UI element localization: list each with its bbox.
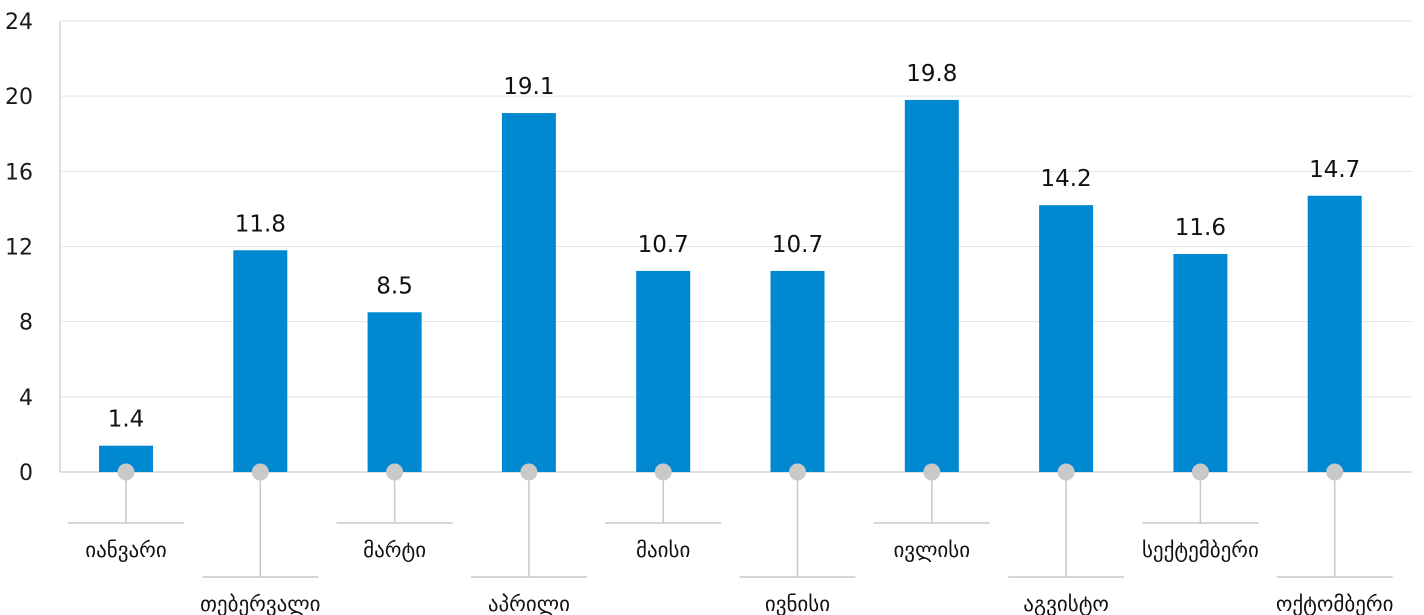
axis-marker (520, 463, 538, 481)
data-label: 19.1 (503, 74, 554, 100)
category-label: ოქტომბერი (1276, 592, 1394, 615)
y-tick-label: 8 (19, 311, 33, 336)
category-label: მაისი (636, 538, 690, 562)
category-label: მარტი (363, 538, 426, 562)
bar (904, 99, 959, 473)
y-tick-label: 20 (5, 85, 33, 110)
axis-marker (654, 463, 672, 481)
bar (1307, 195, 1362, 472)
category-leaders (68, 463, 1393, 578)
labels: 1.4 იანვარი 11.8 თებერვალი 8.5 მარტი 19.1 აპრილ… (85, 61, 1393, 615)
category-label: ივლისი (893, 538, 970, 562)
axis-marker (923, 463, 941, 481)
axis-marker (1057, 463, 1075, 481)
data-label: 11.6 (1175, 215, 1226, 241)
data-label: 19.8 (906, 61, 957, 87)
y-tick-label: 12 (5, 236, 33, 261)
data-label: 10.7 (638, 232, 689, 258)
data-label: 1.4 (108, 407, 145, 433)
category-label: აპრილი (488, 592, 570, 615)
bar (1173, 254, 1228, 472)
axis-marker (1191, 463, 1209, 481)
data-label: 11.8 (235, 211, 286, 237)
axis-marker (789, 463, 806, 481)
category-label: სექტემბერი (1142, 538, 1259, 562)
bar (501, 113, 556, 473)
data-label: 8.5 (376, 273, 413, 299)
data-label: 14.7 (1309, 157, 1360, 183)
category-label: ივნისი (765, 592, 830, 615)
bar (233, 250, 288, 472)
category-label: თებერვალი (200, 592, 320, 615)
y-tick-label: 24 (5, 10, 33, 35)
category-label: აგვისტო (1023, 592, 1109, 615)
data-label: 14.2 (1040, 166, 1091, 192)
axis-marker (386, 463, 404, 481)
y-tick-label: 0 (19, 461, 33, 486)
bars (99, 99, 1362, 473)
bar (770, 270, 825, 472)
y-axis-ticks: 0 4 8 12 16 20 24 (5, 10, 33, 486)
bar (1039, 205, 1094, 473)
y-tick-label: 4 (19, 386, 33, 411)
axis-marker (117, 463, 135, 481)
axis-marker (251, 463, 269, 481)
axis-marker (1326, 463, 1344, 481)
y-tick-label: 16 (5, 160, 33, 185)
bar (367, 312, 422, 472)
bar (636, 270, 691, 472)
data-label: 10.7 (772, 232, 823, 258)
category-label: იანვარი (85, 538, 167, 562)
